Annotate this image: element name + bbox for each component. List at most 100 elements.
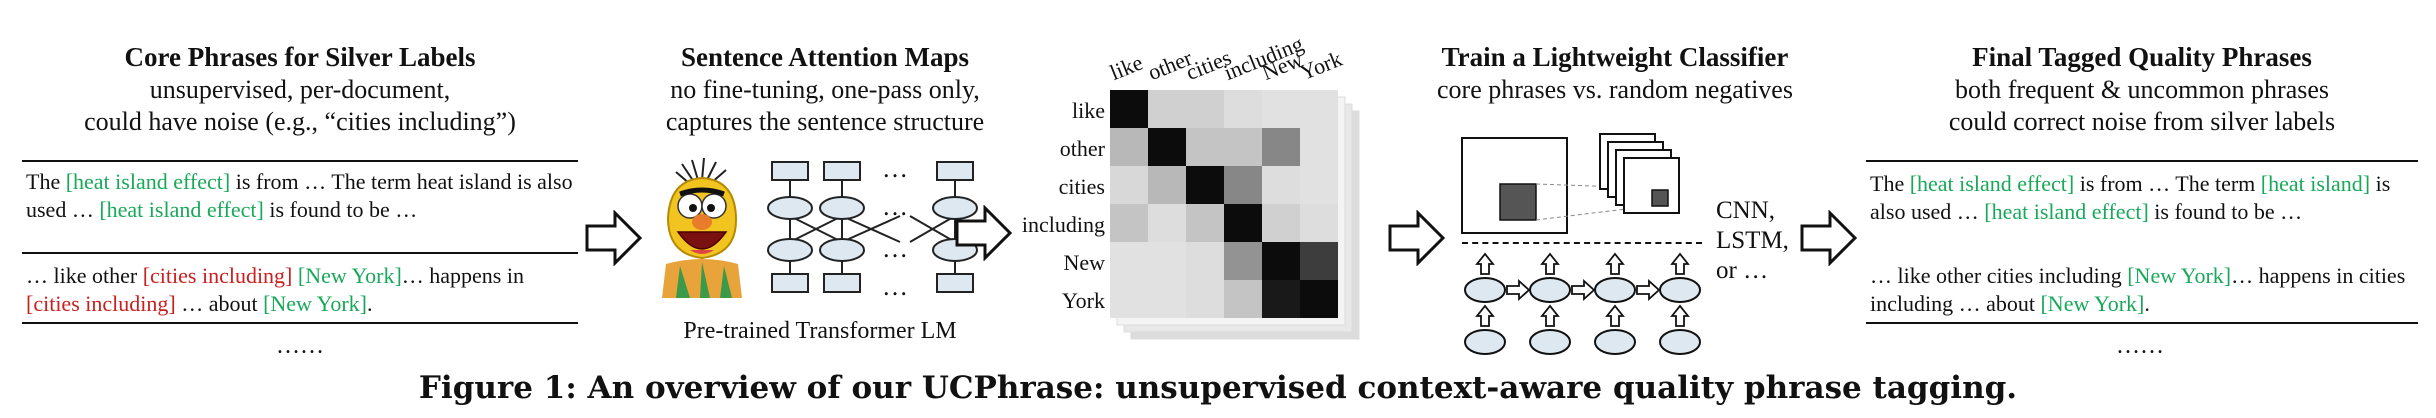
doc-text: … happens in cities including … about: [1870, 263, 2406, 316]
panel3-title: Train a Lightweight Classifier: [1441, 42, 1789, 72]
heatmap-cell: [1262, 128, 1300, 166]
phrase-good: [heat island effect]: [1984, 199, 2149, 224]
heatmap-cell: [1148, 204, 1186, 242]
panel-final-phrases: Final Tagged Quality Phrases both freque…: [1862, 40, 2422, 138]
heatmap-cell: [1110, 242, 1148, 280]
panel-attention-maps: Sentence Attention Maps no fine-tuning, …: [615, 40, 1035, 138]
panel2-subtitle-2: captures the sentence structure: [665, 107, 985, 136]
heatmap-cell: [1148, 166, 1186, 204]
doc-text: … like other: [26, 263, 143, 288]
heatmap-cell: [1262, 280, 1300, 318]
doc-text: is found to be …: [2148, 199, 2303, 224]
heatmap-cell: [1186, 204, 1224, 242]
phrase-noise: [cities including]: [26, 291, 176, 316]
model-list: CNN, LSTM, or …: [1716, 196, 1789, 286]
doc-text: is from … The term heat island is also u…: [26, 169, 573, 222]
doc-text: is also used …: [1870, 171, 2391, 224]
heatmap-cell: [1186, 90, 1224, 128]
figure-caption: Figure 1: An overview of our UCPhrase: u…: [418, 370, 2018, 406]
panel1-rule-bottom: [22, 322, 578, 324]
panel-classifier: Train a Lightweight Classifier core phra…: [1390, 40, 1840, 106]
heatmap-cell: [1262, 166, 1300, 204]
heatmap-row-label: New: [1063, 250, 1105, 275]
heatmap-cell: [1186, 242, 1224, 280]
phrase-good: [New York]: [263, 291, 367, 316]
heatmap-cell: [1224, 90, 1262, 128]
phrase-good: [heat island effect]: [1909, 171, 2075, 196]
panel4-doc2: … like other cities including [New York]…: [1870, 262, 2414, 318]
phrase-noise: [cities including]: [142, 263, 293, 288]
phrase-good: [New York]: [2040, 291, 2145, 316]
arrow-right-icon: [955, 205, 1013, 261]
heatmap-cell: [1110, 204, 1148, 242]
network-dots-mid2: …: [882, 234, 908, 263]
heatmap-cell: [1224, 128, 1262, 166]
phrase-good: [heat island effect]: [65, 169, 231, 194]
panel1-doc1: The [heat island effect] is from … The t…: [26, 168, 574, 224]
arrow-right-icon: [1800, 210, 1858, 266]
doc-text: is from … The term: [2074, 171, 2261, 196]
panel4-doc1: The [heat island effect] is from … The t…: [1870, 170, 2414, 226]
lstm-diagram: [1464, 252, 1701, 355]
heatmap-cell: [1148, 128, 1186, 166]
heatmap-cell: [1300, 242, 1338, 280]
panel1-doc2: … like other [cities including] [New Yor…: [26, 262, 574, 318]
heatmap-cell: [1300, 166, 1338, 204]
heatmap-cell: [1300, 280, 1338, 318]
heatmap-cell: [1110, 128, 1148, 166]
heatmap-cell: [1224, 204, 1262, 242]
heatmap-cell: [1262, 242, 1300, 280]
network-dots-bottom: …: [882, 272, 908, 301]
doc-text: is found to be …: [263, 197, 418, 222]
doc-text: … like other cities including: [1870, 263, 2128, 288]
panel4-rule-top: [1866, 160, 2418, 162]
phrase-good: [New York]: [2127, 263, 2232, 288]
heatmap-cell: [1224, 242, 1262, 280]
doc-text: … happens in: [401, 263, 524, 288]
heatmap-cell: [1148, 280, 1186, 318]
arrow-right-icon: [585, 210, 643, 266]
doc-text: … about: [175, 291, 264, 316]
classifier-divider: [1462, 242, 1702, 244]
heatmap-cell: [1110, 90, 1148, 128]
heatmap-cell: [1224, 280, 1262, 318]
heatmap-cell: [1300, 90, 1338, 128]
phrase-good: [heat island effect]: [99, 197, 264, 222]
panel1-title: Core Phrases for Silver Labels: [124, 42, 476, 72]
panel3-subtitle: core phrases vs. random negatives: [1437, 75, 1793, 104]
panel4-ellipsis: ……: [2116, 333, 2164, 359]
transformer-network-diagram: [767, 161, 978, 293]
heatmap-row-label: cities: [1058, 174, 1105, 199]
heatmap-cell: [1262, 204, 1300, 242]
heatmap-cell: [1148, 90, 1186, 128]
panel1-rule-mid: [22, 252, 578, 254]
heatmap-row-label: other: [1059, 136, 1105, 161]
phrase-good: [heat island]: [2260, 171, 2371, 196]
heatmap-row-label: York: [1061, 288, 1105, 313]
panel1-ellipsis: ……: [276, 333, 324, 359]
arrow-right-icon: [1388, 210, 1446, 266]
heatmap-cell: [1300, 204, 1338, 242]
heatmap-col-label: like: [1106, 49, 1147, 86]
model-cnn: CNN,: [1716, 197, 1776, 224]
doc-text: The: [1870, 171, 1910, 196]
phrase-good: [New York]: [297, 263, 402, 288]
panel2-caption: Pre-trained Transformer LM: [683, 318, 957, 344]
heatmap-cell: [1148, 242, 1186, 280]
heatmap-cell: [1186, 128, 1224, 166]
heatmap-row-label: like: [1072, 98, 1105, 123]
network-dots-top: …: [882, 154, 908, 183]
heatmap-cell: [1262, 90, 1300, 128]
heatmap-cell: [1186, 280, 1224, 318]
doc-text: .: [2144, 291, 2150, 316]
panel2-title: Sentence Attention Maps: [681, 42, 969, 72]
attention-heatmap: [1110, 90, 1360, 340]
heatmap-cell: [1110, 280, 1148, 318]
panel4-title: Final Tagged Quality Phrases: [1972, 42, 2312, 72]
panel4-subtitle-1: both frequent & uncommon phrases: [1954, 75, 2330, 104]
network-dots-mid1: …: [882, 192, 908, 221]
heatmap-cell: [1224, 166, 1262, 204]
cnn-diagram: [1461, 133, 1680, 234]
panel-core-phrases: Core Phrases for Silver Labels unsupervi…: [20, 40, 580, 138]
heatmap-cell: [1186, 166, 1224, 204]
